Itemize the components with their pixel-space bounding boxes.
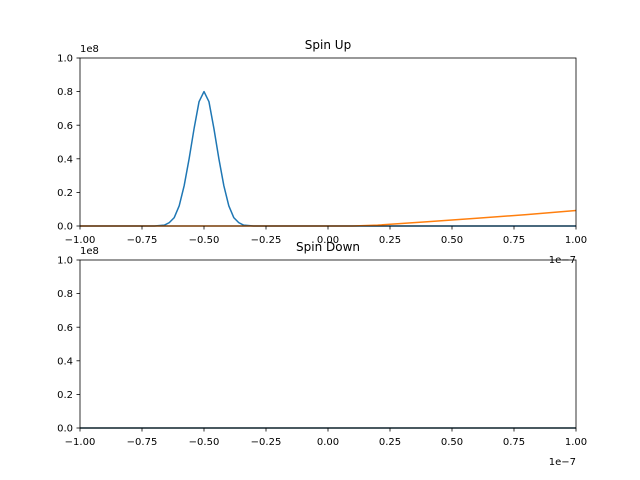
spin-up-y-tick-label: 0.0 — [57, 222, 73, 233]
spin-up-x-tick-label: 0.50 — [441, 235, 463, 246]
spin-down-y-tick-label: 0.8 — [57, 289, 73, 300]
spin-up-title: Spin Up — [305, 38, 351, 52]
spin-up-x-tick-label: −0.25 — [251, 235, 282, 246]
spin-down-y-tick-label: 0.4 — [57, 356, 73, 367]
spin-up-series-line-0 — [80, 90, 576, 227]
spin-down-y-tick-label: 0.2 — [57, 390, 73, 401]
spin-down-x-tick-label: 0.50 — [441, 437, 463, 448]
spin-up-x-tick-label: −0.75 — [127, 235, 158, 246]
spin-up-x-offset-label: 1e−7 — [549, 255, 576, 266]
spin-up-y-tick-label: 0.4 — [57, 154, 73, 165]
spin-down-x-tick-label: −0.75 — [127, 437, 158, 448]
spin-up-x-tick-label: 0.00 — [317, 235, 339, 246]
spin-down-title: Spin Down — [296, 240, 360, 254]
spin-down-axes: −1.00 −0.75 −0.50 −0.25 0.00 0.25 0.50 0.75 1.00… — [57, 240, 587, 468]
spin-down-x-tick-label: 0.00 — [317, 437, 339, 448]
spin-up-x-tick-label: −0.50 — [189, 235, 220, 246]
spin-down-x-tick-label: 0.75 — [503, 437, 525, 448]
spin-down-y-tick-label: 0.6 — [57, 323, 73, 334]
spin-down-x-offset-label: 1e−7 — [549, 457, 576, 468]
spin-up-x-tick-label: −1.00 — [65, 235, 96, 246]
spin-up-y-offset-label: 1e8 — [80, 44, 99, 55]
spin-up-axes: −1.00 −0.75 −0.50 −0.25 0.00 0.25 0.50 0.75 1.00… — [57, 38, 587, 266]
spin-down-y-offset-label: 1e8 — [80, 246, 99, 257]
spin-down-x-tick-label: 0.25 — [379, 437, 401, 448]
spin-down-x-tick-label: −0.25 — [251, 437, 282, 448]
spin-up-x-tick-label: 0.25 — [379, 235, 401, 246]
spin-up-y-tick-label: 0.8 — [57, 87, 73, 98]
spin-down-x-tick-label: −0.50 — [189, 437, 220, 448]
spin-down-x-tick-label: 1.00 — [565, 437, 587, 448]
spin-down-y-tick-label: 0.0 — [57, 424, 73, 435]
spin-up-y-tick-label: 0.2 — [57, 188, 73, 199]
spin-up-y-tick-label: 0.6 — [57, 121, 73, 132]
spin-up-y-tick-label: 1.0 — [57, 54, 73, 65]
spin-up-x-tick-label: 1.00 — [565, 235, 587, 246]
spin-down-y-tick-label: 1.0 — [57, 256, 73, 267]
spin-down-x-tick-label: −1.00 — [65, 437, 96, 448]
spin-up-x-tick-label: 0.75 — [503, 235, 525, 246]
